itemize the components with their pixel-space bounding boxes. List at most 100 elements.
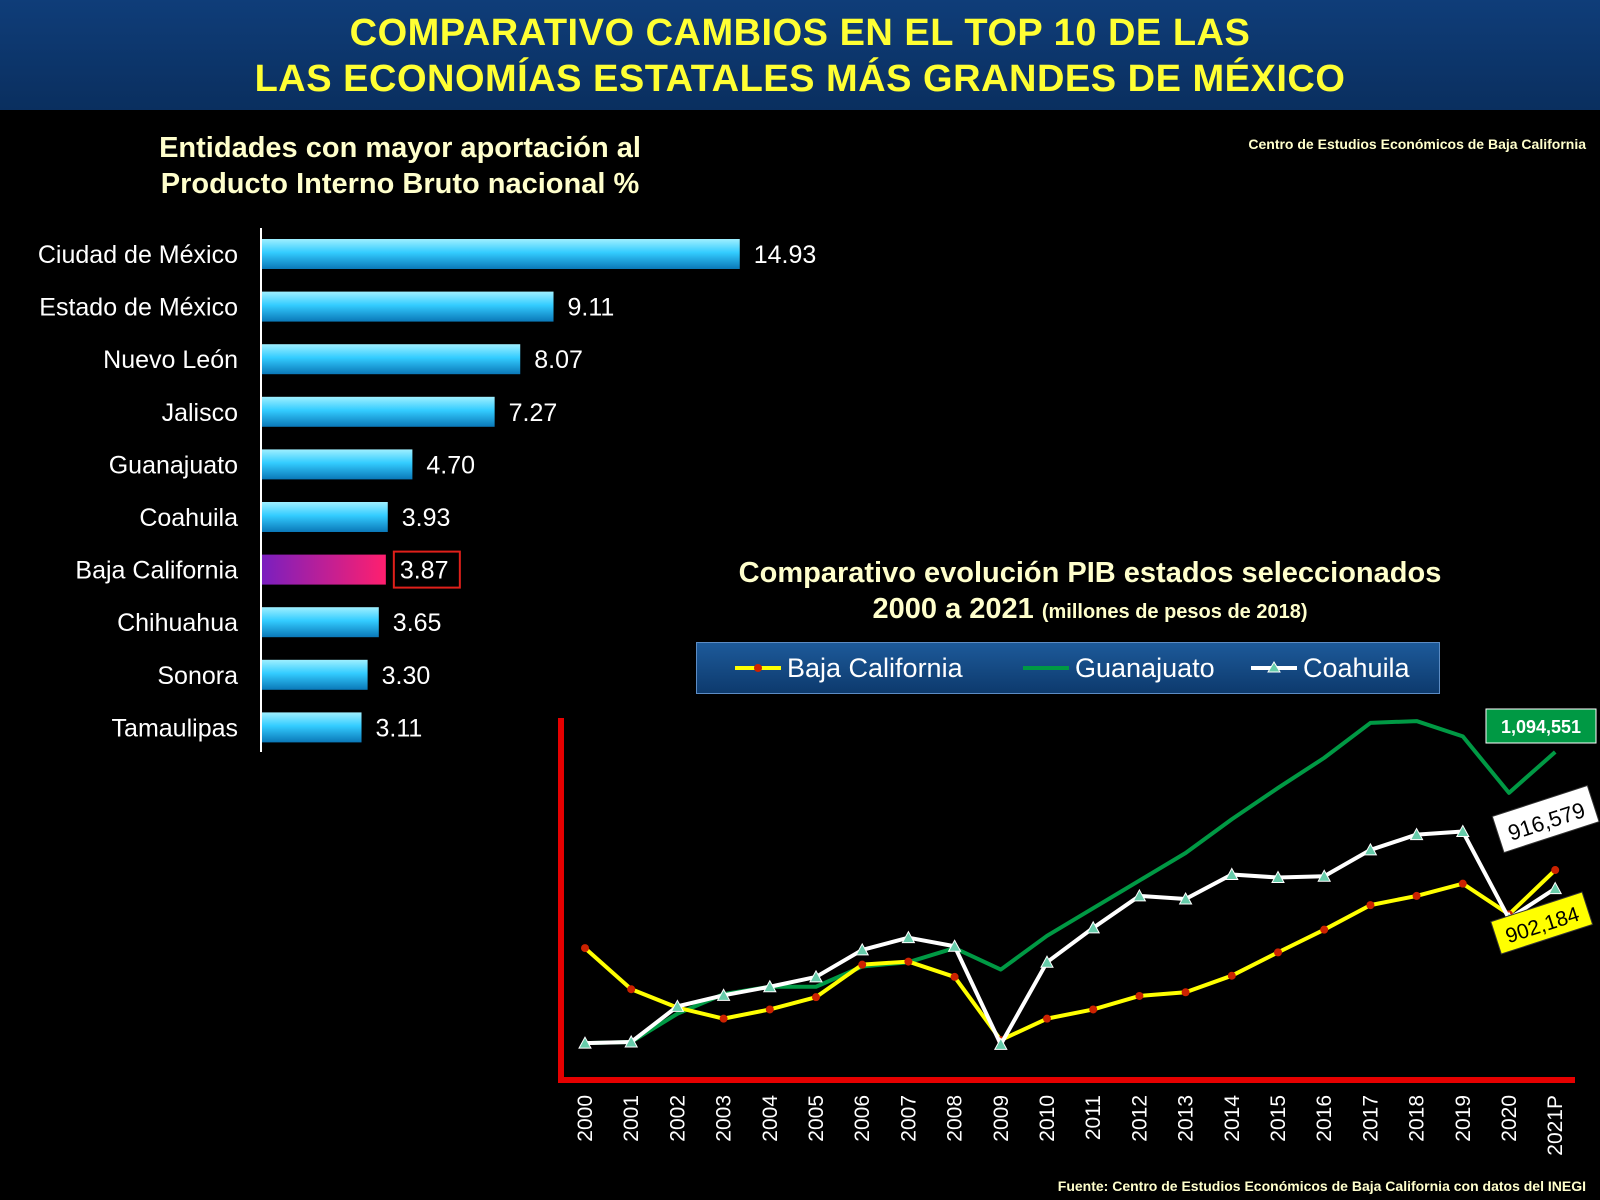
x-tick-label-2015: 2015	[1267, 1095, 1290, 1142]
bar-value-label-tamaulipas: 3.11	[376, 714, 423, 742]
point-baja-california-2018	[1412, 891, 1421, 900]
x-tick-label-2000: 2000	[574, 1095, 597, 1142]
x-tick-label-2005: 2005	[805, 1095, 828, 1142]
end-label-baja-california: 902,184	[1490, 891, 1594, 955]
point-baja-california-2004	[765, 1005, 774, 1014]
point-baja-california-2012	[1135, 991, 1144, 1000]
point-baja-california-2013	[1181, 988, 1190, 997]
line-chart-subtitle-units: (millones de pesos de 2018)	[1041, 601, 1308, 623]
point-coahuila-2013	[1178, 891, 1193, 905]
bar-value-label-guanajuato: 4.70	[426, 451, 475, 479]
x-tick-label-2009: 2009	[990, 1095, 1013, 1142]
bar-chart-title: Entidades con mayor aportación al Produc…	[110, 130, 690, 202]
header-title-line-1: COMPARATIVO CAMBIOS EN EL TOP 10 DE LAS	[349, 12, 1251, 54]
legend-swatch-coahuila	[1251, 661, 1297, 673]
x-tick-label-2003: 2003	[713, 1095, 736, 1142]
bar-sonora	[262, 659, 368, 690]
point-coahuila-2000	[578, 1036, 592, 1049]
bar-chart-title-line-2: Producto Interno Bruto nacional %	[160, 168, 640, 200]
bar-value-label-nuevo-leon: 8.07	[534, 346, 583, 374]
point-baja-california-2017	[1366, 901, 1375, 910]
bar-tamaulipas	[262, 712, 362, 743]
point-baja-california-2019	[1458, 879, 1467, 888]
x-tick-label-2012: 2012	[1128, 1095, 1151, 1142]
bar-category-label-tamaulipas: Tamaulipas	[112, 714, 238, 742]
x-tick-label-2008: 2008	[944, 1095, 967, 1142]
bar-nuevo-leon	[262, 344, 521, 375]
bar-chihuahua	[262, 607, 379, 638]
bar-category-label-ciudad-de-mexico: Ciudad de México	[38, 241, 238, 269]
bar-value-label-estado-de-mexico: 9.11	[568, 294, 615, 322]
bar-value-label-ciudad-de-mexico: 14.93	[754, 241, 817, 269]
point-baja-california-2011	[1089, 1005, 1098, 1014]
end-label-guanajuato-text: 1,094,551	[1501, 717, 1581, 737]
x-tick-label-2021p: 2021P	[1544, 1095, 1567, 1156]
legend-swatch-baja-california	[735, 664, 781, 672]
point-baja-california-2005	[812, 993, 820, 1002]
bar-category-label-guanajuato: Guanajuato	[109, 451, 238, 479]
bar-category-label-coahuila: Coahuila	[139, 504, 238, 532]
line-chart-subtitle: 2000 a 2021 (millones de pesos de 2018)	[640, 591, 1540, 630]
bar-ciudad-de-mexico	[262, 239, 740, 269]
bar-value-label-chihuahua: 3.65	[393, 609, 442, 637]
bar-category-label-sonora: Sonora	[157, 662, 238, 690]
point-coahuila-2001	[624, 1034, 639, 1048]
legend-label-guanajuato: Guanajuato	[1075, 652, 1215, 683]
x-tick-label-2010: 2010	[1036, 1095, 1059, 1142]
point-coahuila-2018	[1409, 827, 1424, 841]
legend-item-guanajuato: Guanajuato	[1021, 643, 1215, 693]
point-baja-california-2015	[1274, 948, 1282, 957]
point-baja-california-2007	[904, 957, 913, 966]
point-coahuila-2014	[1224, 867, 1239, 880]
series-line-coahuila	[584, 829, 1557, 1047]
bar-estado-de-mexico	[262, 291, 554, 322]
point-coahuila-2005	[809, 969, 823, 983]
header-banner: COMPARATIVO CAMBIOS EN EL TOP 10 DE LAS …	[0, 0, 1600, 110]
point-coahuila-2003	[716, 988, 731, 1001]
point-baja-california-2010	[1043, 1014, 1051, 1023]
bar-category-label-nuevo-leon: Nuevo León	[103, 346, 238, 374]
point-coahuila-2021P	[1548, 881, 1563, 895]
point-baja-california-2008	[950, 972, 959, 981]
line-chart-title: Comparativo evolución PIB estados selecc…	[640, 555, 1540, 630]
line-chart-legend: Baja California Guanajuato Coahuila	[696, 642, 1440, 694]
bar-value-label-sonora: 3.30	[382, 662, 431, 690]
point-baja-california-2021P	[1551, 866, 1560, 875]
point-coahuila-2012	[1132, 888, 1147, 902]
point-baja-california-2000	[581, 944, 589, 953]
bar-coahuila	[262, 502, 388, 532]
end-label-guanajuato: 1,094,551	[1485, 708, 1597, 744]
point-coahuila-2009	[993, 1037, 1008, 1050]
point-baja-california-2014	[1227, 971, 1236, 980]
point-baja-california-2001	[627, 985, 636, 994]
bar-jalisco	[262, 396, 495, 427]
legend-label-baja-california: Baja California	[787, 652, 963, 683]
legend-item-baja-california: Baja California	[733, 643, 963, 693]
end-label-coahuila: 916,579	[1491, 784, 1600, 854]
line-chart-title-line-1: Comparativo evolución PIB estados selecc…	[738, 557, 1442, 589]
x-tick-label-2002: 2002	[666, 1095, 689, 1142]
x-tick-label-2013: 2013	[1175, 1095, 1198, 1142]
bar-chart-title-line-1: Entidades con mayor aportación al	[159, 132, 641, 164]
x-tick-label-2006: 2006	[851, 1095, 874, 1142]
point-coahuila-2016	[1317, 869, 1332, 882]
x-tick-label-2020: 2020	[1498, 1095, 1521, 1142]
bar-category-label-chihuahua: Chihuahua	[117, 609, 238, 637]
bar-category-label-jalisco: Jalisco	[162, 399, 238, 427]
source-footnote: Fuente: Centro de Estudios Económicos de…	[1057, 1178, 1586, 1194]
x-tick-label-2016: 2016	[1313, 1095, 1336, 1142]
x-tick-label-2019: 2019	[1452, 1095, 1475, 1142]
series-line-baja-california	[583, 868, 1557, 1043]
x-tick-label-2007: 2007	[897, 1095, 920, 1142]
point-coahuila-2002	[670, 999, 685, 1012]
bar-category-label-estado-de-mexico: Estado de México	[39, 294, 238, 322]
header-title-line-2: LAS ECONOMÍAS ESTATALES MÁS GRANDES DE M…	[254, 58, 1346, 100]
line-chart-subtitle-main: 2000 a 2021	[872, 593, 1034, 625]
x-tick-label-2001: 2001	[620, 1095, 643, 1142]
x-tick-label-2011: 2011	[1082, 1095, 1105, 1140]
point-baja-california-2003	[719, 1014, 728, 1023]
point-coahuila-2007	[901, 930, 916, 944]
legend-label-coahuila: Coahuila	[1303, 652, 1410, 683]
point-baja-california-2016	[1320, 925, 1329, 934]
